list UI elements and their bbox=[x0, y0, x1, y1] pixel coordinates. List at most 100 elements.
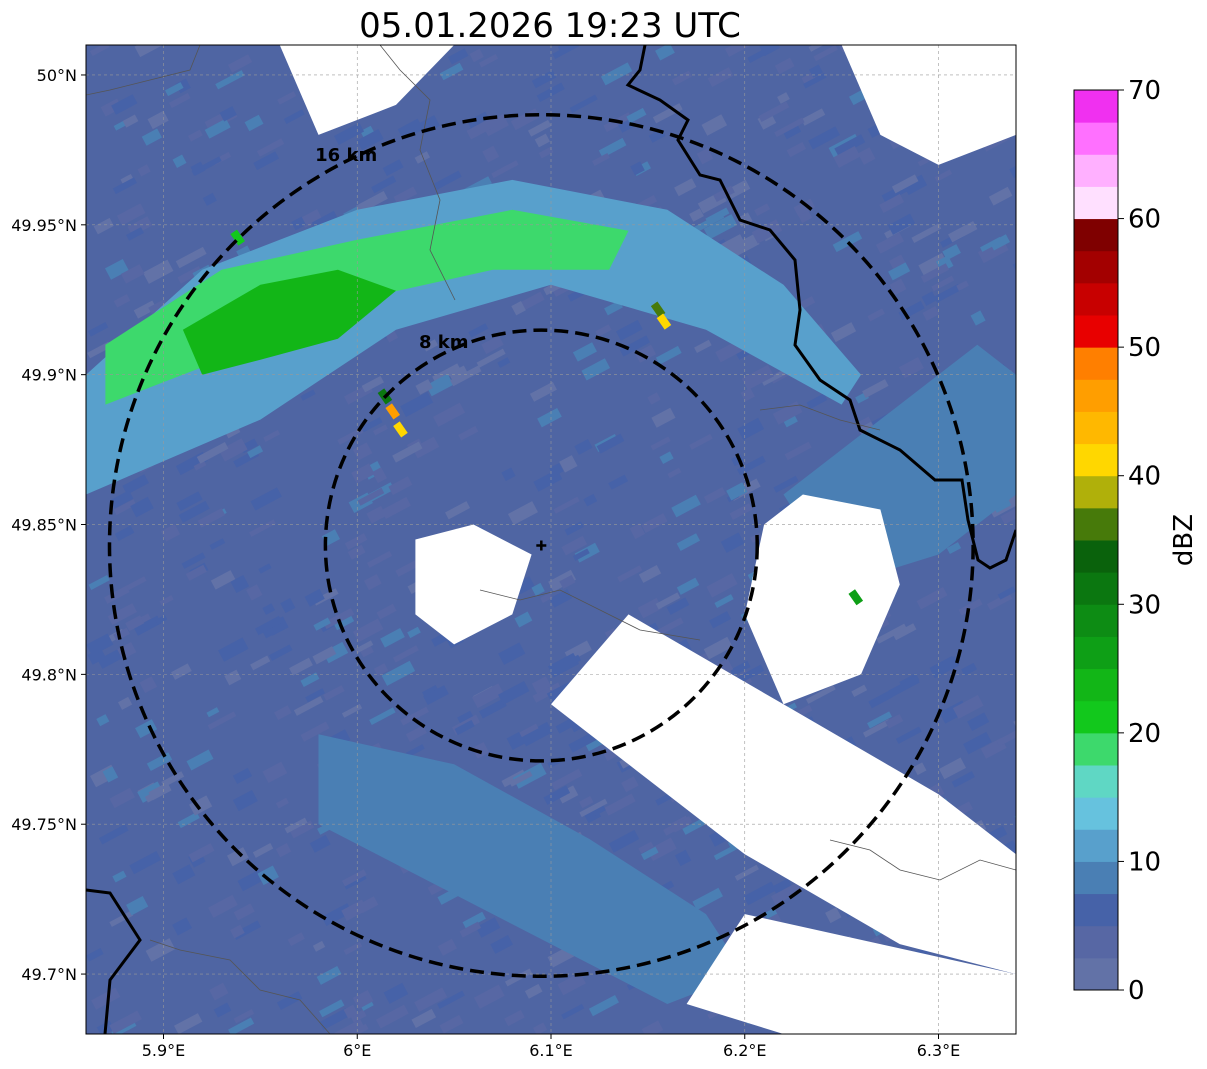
echo-bin bbox=[407, 626, 421, 639]
echo-bin bbox=[147, 110, 169, 130]
y-tick-label: 49.85°N bbox=[11, 516, 77, 535]
echo-bin bbox=[319, 999, 345, 1018]
echo-bin bbox=[250, 655, 271, 671]
echo-bin bbox=[232, 790, 258, 812]
echo-bin bbox=[720, 532, 745, 553]
radar-site-marker bbox=[536, 540, 547, 551]
echo-bin bbox=[350, 1009, 367, 1023]
echo-bin bbox=[422, 339, 439, 352]
echo-bin bbox=[557, 785, 579, 804]
echo-bin bbox=[933, 283, 962, 303]
echo-bin bbox=[255, 615, 283, 636]
echo-bin bbox=[674, 849, 692, 867]
echo-bin bbox=[233, 1008, 255, 1024]
echo-bin bbox=[867, 308, 885, 322]
echo-bin bbox=[405, 725, 427, 742]
echo-bin bbox=[148, 782, 172, 801]
echo-bin bbox=[283, 109, 305, 125]
echo-bin bbox=[334, 122, 365, 145]
echo-bin bbox=[227, 54, 253, 73]
echo-bin bbox=[165, 82, 184, 97]
echo-bin bbox=[312, 646, 337, 665]
echo-bin bbox=[531, 69, 557, 89]
colorbar-segment bbox=[1074, 732, 1118, 766]
echo-bin bbox=[572, 548, 590, 561]
echo-bin bbox=[454, 720, 475, 736]
echo-bin bbox=[332, 1019, 366, 1034]
echo-bin bbox=[244, 114, 264, 132]
colorbar-segment bbox=[1074, 315, 1118, 348]
colorbar-tick-label: 50 bbox=[1128, 333, 1161, 363]
echo-bin bbox=[126, 896, 149, 916]
echo-bin bbox=[206, 707, 220, 718]
echo-bin bbox=[309, 834, 331, 853]
range-ring-labels: 8 km 16 km bbox=[315, 145, 468, 353]
echo-bin bbox=[87, 341, 112, 359]
echo-bin bbox=[355, 640, 374, 654]
echo-bin bbox=[175, 246, 207, 269]
echo-bin bbox=[591, 804, 606, 816]
echo-bin bbox=[280, 597, 296, 614]
echo-bin bbox=[579, 795, 594, 809]
echo-bin bbox=[604, 627, 617, 639]
echo-bin bbox=[970, 310, 986, 326]
colorbar-segment bbox=[1074, 475, 1118, 509]
echo-bin bbox=[875, 232, 905, 254]
echo-bin bbox=[967, 712, 990, 731]
echo-bin bbox=[120, 264, 145, 284]
echo-bin bbox=[262, 603, 276, 615]
echo-bin bbox=[257, 865, 279, 886]
boundary-line-6 bbox=[479, 589, 701, 641]
echo-bin bbox=[504, 1009, 525, 1027]
colorbar-segment bbox=[1074, 829, 1118, 862]
echo-bin bbox=[369, 707, 396, 726]
echo-cell bbox=[848, 589, 864, 606]
echo-bin bbox=[414, 987, 448, 1012]
echo-bin bbox=[141, 128, 162, 146]
echo-bin bbox=[232, 767, 253, 784]
echo-bin bbox=[237, 869, 265, 892]
echo-bin bbox=[741, 364, 775, 391]
echo-bin bbox=[445, 501, 471, 520]
echo-bin bbox=[507, 501, 539, 525]
echo-bin bbox=[289, 657, 313, 676]
colorbar-segment bbox=[1074, 90, 1118, 123]
echo-bin bbox=[709, 611, 732, 629]
echo-bin bbox=[337, 427, 364, 445]
echo-bin bbox=[888, 675, 920, 698]
echo-bin bbox=[543, 785, 571, 805]
echo-bin bbox=[737, 417, 765, 440]
echo-bin bbox=[867, 711, 893, 729]
colorbar-label: dBZ bbox=[1169, 514, 1199, 566]
echo-bin bbox=[629, 523, 646, 540]
echo-bin bbox=[160, 523, 181, 542]
echo-bin bbox=[1014, 552, 1016, 576]
x-tick-label: 6.2°E bbox=[723, 1041, 767, 1060]
echo-bin bbox=[520, 721, 553, 747]
echo-bin bbox=[729, 503, 753, 520]
colorbar-segment bbox=[1074, 765, 1118, 798]
echo-bin bbox=[145, 938, 176, 962]
x-tick-label: 6.3°E bbox=[917, 1041, 961, 1060]
echo-bin bbox=[228, 1017, 255, 1034]
echo-bin bbox=[224, 669, 242, 686]
map-plot-area[interactable]: 8 km 16 km bbox=[86, 32, 1048, 1044]
echo-bin bbox=[313, 617, 331, 631]
echo-bin bbox=[126, 227, 145, 241]
echo-bin bbox=[988, 186, 1013, 206]
echo-bin bbox=[172, 154, 187, 168]
echo-bin bbox=[361, 375, 384, 393]
echo-bin bbox=[598, 137, 627, 158]
echo-bin bbox=[782, 124, 802, 140]
echo-bin bbox=[655, 45, 675, 61]
echo-bin bbox=[397, 118, 424, 140]
colorbar-segment bbox=[1074, 218, 1118, 252]
echo-bin bbox=[93, 217, 114, 235]
boundary-line-4 bbox=[759, 404, 881, 431]
echo-bin bbox=[89, 45, 110, 57]
y-tick-label: 49.8°N bbox=[21, 665, 77, 684]
echo-bin bbox=[87, 647, 106, 665]
echo-bin bbox=[667, 467, 682, 479]
colorbar-segment bbox=[1074, 957, 1118, 991]
echo-bin bbox=[885, 714, 904, 729]
